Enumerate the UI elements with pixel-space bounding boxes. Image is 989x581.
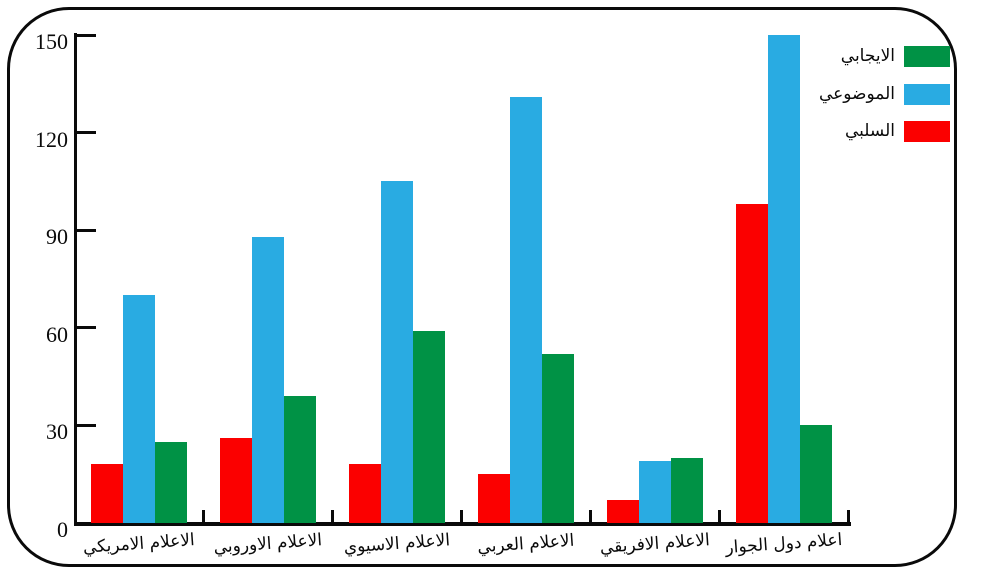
- bar-series0-group5: [735, 204, 768, 523]
- x-group-tick: [330, 510, 334, 522]
- x-group-tick: [846, 510, 850, 522]
- bar-series2-group4: [670, 457, 703, 523]
- legend-label-objective: الموضوعي: [818, 84, 895, 104]
- bar-series0-group2: [348, 464, 381, 523]
- bar-series0-group1: [219, 438, 252, 523]
- y-tick-label: 30: [46, 419, 68, 445]
- bar-series1-group1: [251, 236, 284, 523]
- legend-label-positive: الايجابي: [840, 46, 895, 66]
- legend-row: الموضوعي: [819, 83, 950, 105]
- x-group-tick: [201, 510, 205, 522]
- bar-series0-group0: [90, 464, 123, 523]
- y-tick-label: 150: [35, 29, 68, 54]
- legend-row: الايجابي: [841, 45, 950, 67]
- y-tick-label: 90: [46, 224, 68, 250]
- y-axis-line: [74, 33, 77, 525]
- y-tick: [77, 33, 96, 37]
- legend-swatch-positive: [904, 45, 950, 67]
- bar-series2-group3: [541, 353, 574, 523]
- legend-row: السلبي: [845, 120, 950, 142]
- legend-swatch-negative: [904, 120, 950, 142]
- bar-series2-group0: [154, 441, 187, 523]
- x-group-tick: [459, 510, 463, 522]
- y-tick: [77, 423, 96, 427]
- chart-frame: [7, 7, 957, 567]
- bar-series2-group2: [412, 331, 445, 523]
- bar-series1-group3: [509, 96, 542, 523]
- x-axis-line: [74, 522, 851, 526]
- legend-swatch-objective: [904, 83, 950, 105]
- legend-label-negative: السلبي: [845, 121, 895, 141]
- y-tick: [77, 326, 96, 330]
- bar-series2-group1: [283, 396, 316, 523]
- y-tick-label: 120: [35, 126, 68, 152]
- bar-series0-group3: [477, 474, 510, 523]
- y-tick-label: 0: [57, 517, 68, 542]
- x-group-tick: [588, 510, 592, 522]
- x-group-tick: [717, 510, 721, 522]
- bar-series0-group4: [606, 500, 639, 523]
- bar-series1-group5: [767, 35, 800, 523]
- bar-series1-group4: [638, 461, 671, 523]
- y-tick-label: 60: [46, 321, 68, 347]
- bar-series1-group2: [380, 181, 413, 523]
- bar-series2-group5: [799, 425, 832, 523]
- y-tick: [77, 228, 96, 232]
- y-tick: [77, 131, 96, 135]
- bar-series1-group0: [122, 295, 155, 523]
